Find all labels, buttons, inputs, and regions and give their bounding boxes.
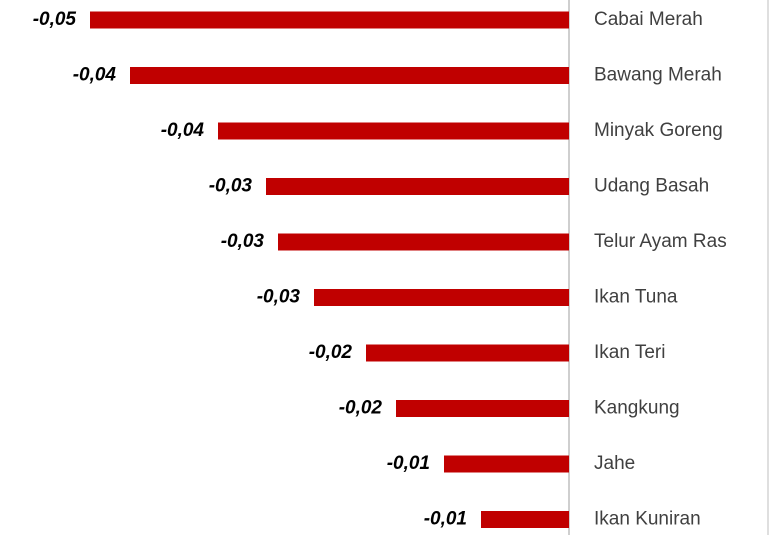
category-label: Jahe [594, 453, 635, 474]
bar [314, 289, 569, 306]
bar [396, 400, 569, 417]
bar [278, 233, 569, 251]
bar [266, 178, 569, 195]
value-label: -0,03 [209, 176, 253, 197]
category-label: Bawang Merah [594, 65, 722, 86]
value-label: -0,01 [424, 509, 467, 530]
category-label: Ikan Kuniran [594, 509, 701, 530]
category-label: Kangkung [594, 398, 680, 419]
category-label: Udang Basah [594, 176, 709, 197]
value-label: -0,04 [161, 120, 205, 141]
category-label: Cabai Merah [594, 9, 703, 30]
value-label: -0,05 [33, 9, 77, 30]
category-label: Ikan Teri [594, 342, 665, 363]
bar [481, 511, 569, 528]
bar [366, 344, 569, 362]
value-label: -0,02 [339, 398, 383, 419]
value-label: -0,03 [221, 231, 265, 252]
value-label: -0,04 [73, 65, 117, 86]
category-label: Minyak Goreng [594, 120, 723, 141]
value-label: -0,02 [309, 342, 353, 363]
bar [130, 67, 569, 84]
bar [444, 455, 569, 473]
value-label: -0,01 [387, 453, 430, 474]
bar [90, 11, 569, 29]
value-label: -0,03 [257, 287, 301, 308]
category-label: Ikan Tuna [594, 287, 678, 308]
category-label: Telur Ayam Ras [594, 231, 727, 252]
bar [218, 122, 569, 140]
